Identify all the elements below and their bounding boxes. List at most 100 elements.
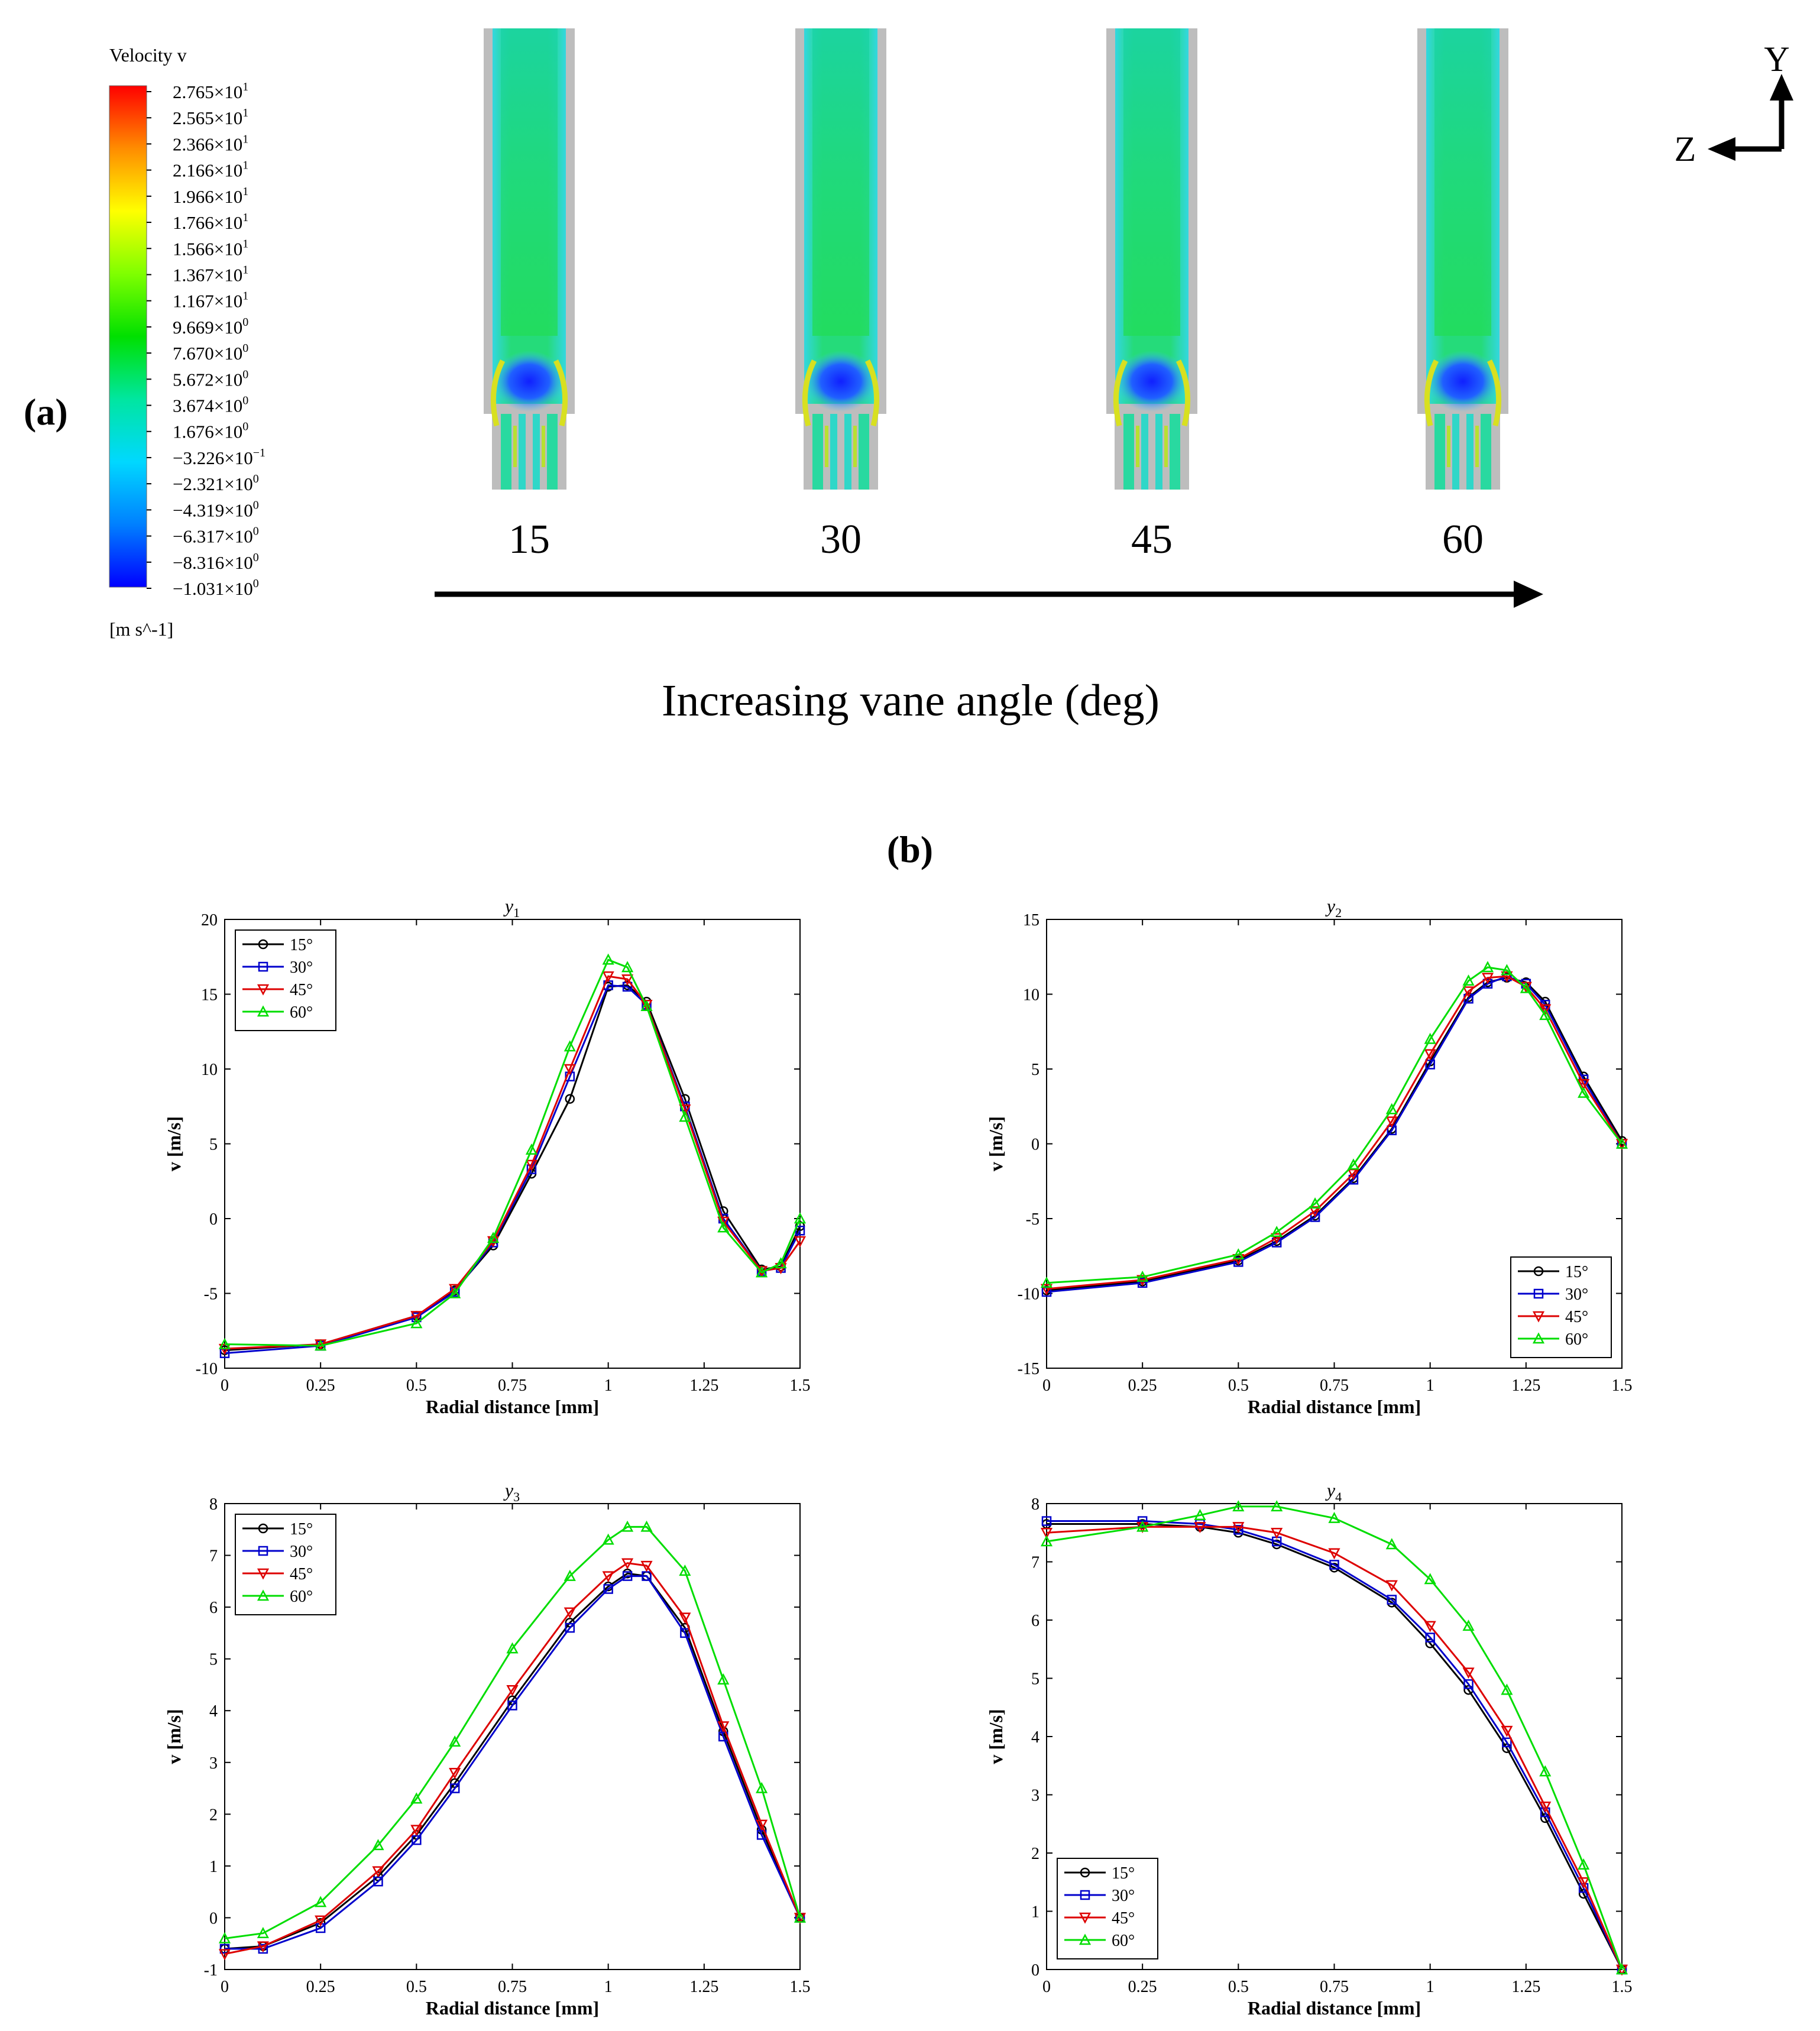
legend-entry: 45° bbox=[242, 981, 313, 999]
series-60deg bbox=[1040, 1500, 1628, 1975]
x-tick-label: 0.5 bbox=[406, 1978, 427, 1996]
data-point bbox=[1539, 1009, 1552, 1021]
x-tick-label: 1.5 bbox=[1612, 1978, 1633, 1996]
x-tick-label: 1.25 bbox=[1511, 1978, 1540, 1996]
chart-title: y1 bbox=[503, 895, 520, 920]
y-axis-label: Y bbox=[1764, 40, 1789, 79]
y-tick-label: -10 bbox=[196, 1360, 218, 1378]
x-tick-label: 0.25 bbox=[1128, 1376, 1157, 1395]
data-point bbox=[640, 1000, 653, 1011]
data-point bbox=[1481, 961, 1494, 973]
data-point bbox=[621, 1520, 634, 1532]
x-tick-label: 0.5 bbox=[406, 1376, 427, 1395]
legend-entry: 15° bbox=[1518, 1263, 1588, 1281]
data-point bbox=[679, 1612, 691, 1624]
y-tick-label: 8 bbox=[209, 1495, 218, 1514]
data-point bbox=[315, 1896, 327, 1907]
data-point bbox=[564, 1040, 576, 1052]
data-point bbox=[1615, 1137, 1628, 1149]
data-point bbox=[794, 1212, 807, 1224]
x-tick-label: 1.5 bbox=[1612, 1376, 1633, 1395]
data-point bbox=[525, 1159, 538, 1171]
x-tick-label: 0.5 bbox=[1228, 1978, 1249, 1996]
data-point bbox=[525, 1143, 538, 1155]
data-point bbox=[1424, 1621, 1436, 1632]
colorbar-tick-label: 9.669×100 bbox=[173, 316, 248, 338]
colorbar-tick-label: 2.366×101 bbox=[173, 132, 248, 154]
vane-angle-label-30: 30 bbox=[820, 517, 862, 562]
legend-entry: 45° bbox=[1518, 1308, 1588, 1326]
data-point bbox=[487, 1232, 500, 1243]
data-point bbox=[1137, 1516, 1148, 1526]
x-tick-label: 0.25 bbox=[1128, 1978, 1157, 1996]
data-point bbox=[1462, 1619, 1475, 1631]
data-point bbox=[218, 1932, 231, 1943]
colorbar-tick-label: 1.766×101 bbox=[173, 211, 248, 233]
y-tick-label: 10 bbox=[1023, 986, 1039, 1005]
data-point bbox=[1501, 1683, 1513, 1695]
chart-title: y2 bbox=[1325, 895, 1342, 920]
series-line bbox=[1046, 1525, 1623, 1970]
data-point bbox=[795, 1225, 805, 1236]
data-point bbox=[218, 1337, 231, 1349]
x-tick-label: 0.75 bbox=[1320, 1978, 1349, 1996]
data-point bbox=[258, 961, 268, 972]
z-axis-arrow-icon bbox=[1708, 137, 1735, 161]
data-point bbox=[410, 1825, 423, 1836]
data-point bbox=[621, 974, 634, 986]
legend-entry: 45° bbox=[242, 1565, 313, 1583]
y-tick-label: 4 bbox=[1031, 1728, 1039, 1747]
y-tick-label: 6 bbox=[209, 1599, 218, 1617]
data-point bbox=[640, 1560, 653, 1572]
data-point bbox=[258, 1523, 268, 1534]
legend-label: 15° bbox=[1112, 1864, 1135, 1883]
chart-y1: y1 0 0.25 0.5 0.75 1 1.25 1.5 -10 -5 0 5 10 15 20 Radia… bbox=[163, 895, 811, 1417]
colorbar-tick-label: −6.317×100 bbox=[173, 525, 259, 547]
data-point bbox=[1271, 1500, 1283, 1512]
y-tick-label: -10 bbox=[1018, 1285, 1039, 1304]
nozzle-contours bbox=[484, 28, 1508, 490]
data-point bbox=[1136, 1275, 1149, 1287]
data-point bbox=[1482, 979, 1493, 989]
series-45deg bbox=[218, 1558, 807, 1961]
data-point bbox=[1040, 1535, 1053, 1547]
x-tick-label: 1 bbox=[1426, 1978, 1434, 1996]
colorbar-tick-label: 2.565×101 bbox=[173, 106, 248, 128]
data-point bbox=[257, 1941, 269, 1953]
data-point bbox=[410, 1792, 423, 1804]
y-tick-label: 5 bbox=[1031, 1670, 1039, 1689]
colorbar-tick-label: 7.670×100 bbox=[173, 342, 248, 364]
velocity-profile-charts: y10 0.25 0.5 0.75 1 1.25 1.5-10-505101520Radia… bbox=[163, 895, 1633, 2019]
chart-y2: y2 0 0.25 0.5 0.75 1 1.25 1.5 -15 -10 -5 0 5 10 15 Radi… bbox=[985, 895, 1633, 1417]
data-point bbox=[602, 1571, 614, 1583]
series-line bbox=[225, 1575, 801, 1950]
data-point bbox=[449, 1768, 461, 1779]
legend-label: 30° bbox=[290, 1543, 313, 1561]
data-point bbox=[1194, 1509, 1206, 1520]
series-line bbox=[1046, 975, 1623, 1293]
y-tick-label: 0 bbox=[1031, 1961, 1039, 1980]
colorbar-tick-label: 1.367×101 bbox=[173, 263, 248, 285]
data-point bbox=[1232, 1248, 1245, 1259]
data-point bbox=[1424, 1049, 1436, 1061]
data-point bbox=[372, 1839, 384, 1851]
y-tick-label: -1 bbox=[204, 1961, 218, 1980]
legend-label: 30° bbox=[1112, 1887, 1135, 1905]
data-point bbox=[602, 953, 614, 965]
data-point bbox=[1079, 1933, 1092, 1945]
nozzle-contour-30 bbox=[795, 28, 886, 490]
x-tick-label: 0.75 bbox=[498, 1978, 527, 1996]
data-point bbox=[602, 971, 614, 983]
vane-angle-label-60: 60 bbox=[1442, 517, 1484, 562]
data-point bbox=[1425, 1632, 1435, 1643]
y-tick-label: 10 bbox=[201, 1061, 218, 1079]
data-point bbox=[1329, 1560, 1339, 1570]
y-axis-label: v [m/s] bbox=[163, 1116, 184, 1171]
data-point bbox=[1271, 1528, 1283, 1539]
data-point bbox=[1425, 1060, 1435, 1070]
x-tick-label: 0.25 bbox=[306, 1376, 335, 1395]
colorbar-gradient bbox=[109, 85, 147, 588]
y-tick-label: 8 bbox=[1031, 1495, 1039, 1514]
data-point bbox=[1232, 1522, 1245, 1534]
data-point bbox=[410, 1317, 423, 1329]
